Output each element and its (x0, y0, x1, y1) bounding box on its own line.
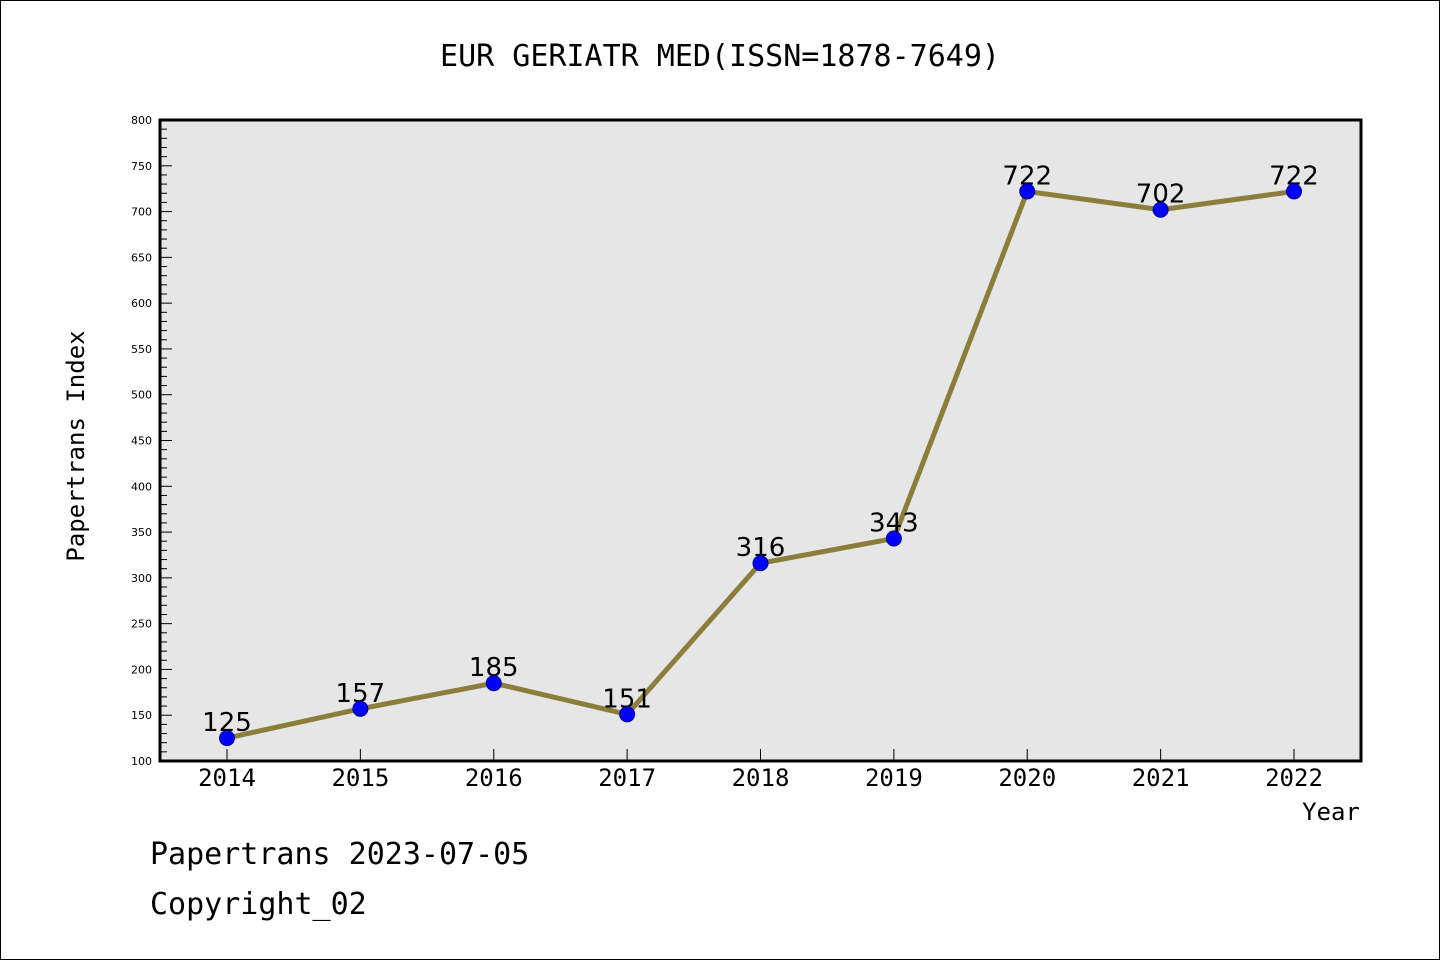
x-tick-label: 2018 (732, 764, 790, 792)
y-tick-label: 550 (131, 343, 152, 356)
x-axis-title: Year (1302, 798, 1360, 826)
footer-copyright: Copyright_02 (150, 887, 367, 922)
data-point (1286, 183, 1302, 200)
footer-date: Papertrans 2023-07-05 (150, 837, 529, 872)
y-tick-label: 350 (131, 526, 152, 539)
plot-border (158, 118, 1363, 763)
y-tick-label: 150 (131, 709, 152, 722)
data-point (619, 706, 636, 723)
chart-title: EUR GERIATR MED(ISSN=1878-7649) (440, 39, 1000, 74)
x-tick-label: 2021 (1132, 764, 1190, 792)
x-tick-label: 2022 (1265, 764, 1323, 792)
x-tick-label: 2014 (198, 764, 256, 792)
y-tick-label: 300 (131, 572, 152, 585)
y-tick-label: 600 (131, 297, 152, 310)
x-axis: 2014 2015 2016 2017 2018 2019 2020 2021 2022 (198, 749, 1323, 792)
data-point (485, 675, 502, 692)
y-tick-label: 650 (131, 251, 152, 264)
data-point (752, 555, 769, 572)
x-tick-label: 2019 (865, 764, 923, 792)
data-point (219, 730, 235, 747)
y-tick-label: 750 (131, 160, 152, 173)
y-tick-label: 200 (131, 663, 152, 676)
y-axis-title: Papertrans Index (62, 330, 90, 561)
data-point (885, 530, 902, 547)
x-tick-label: 2016 (465, 764, 523, 792)
y-tick-label: 500 (131, 389, 152, 402)
y-tick-label: 700 (131, 206, 152, 219)
x-tick-label: 2017 (598, 764, 656, 792)
x-tick-label: 2020 (998, 764, 1056, 792)
y-axis: 100 150 200 250 300 350 400 450 500 550 600 650 700 7… (131, 114, 172, 768)
data-point (352, 700, 369, 717)
y-tick-label: 800 (131, 114, 152, 127)
y-tick-label: 400 (131, 480, 152, 493)
data-point (1019, 183, 1036, 200)
plot-area (160, 120, 1361, 761)
x-tick-label: 2015 (331, 764, 389, 792)
y-tick-label: 250 (131, 618, 152, 631)
data-point (1152, 201, 1169, 218)
y-tick-label: 100 (131, 755, 152, 768)
y-tick-label: 450 (131, 435, 152, 448)
